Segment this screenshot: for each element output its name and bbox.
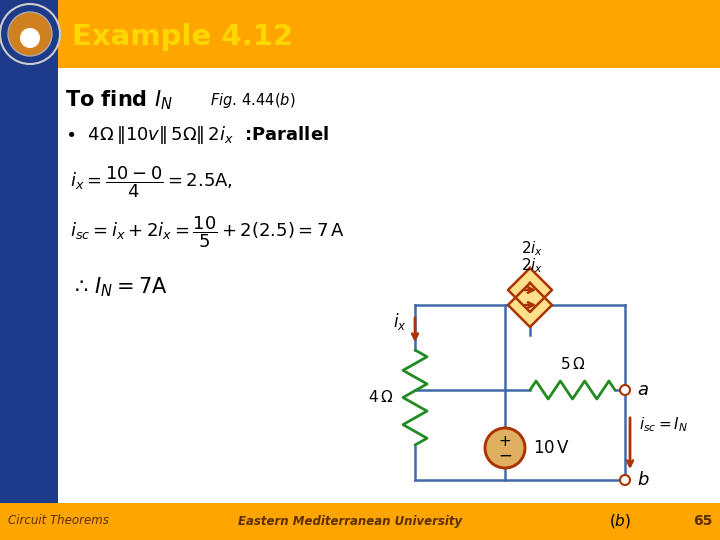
Text: $(b)$: $(b)$	[609, 512, 631, 530]
FancyBboxPatch shape	[0, 503, 720, 540]
Circle shape	[0, 4, 60, 64]
Circle shape	[8, 12, 52, 56]
Text: $\therefore\, I_N = 7\mathrm{A}$: $\therefore\, I_N = 7\mathrm{A}$	[70, 275, 168, 299]
Circle shape	[620, 475, 630, 485]
Text: $b$: $b$	[637, 471, 649, 489]
Text: $-$: $-$	[498, 446, 512, 464]
Text: 65: 65	[693, 514, 712, 528]
Text: $2i_x$: $2i_x$	[521, 256, 543, 275]
Text: $i_{sc} = i_x + 2i_x = \dfrac{10}{5} + 2(2.5) = 7\,\mathrm{A}$: $i_{sc} = i_x + 2i_x = \dfrac{10}{5} + 2…	[70, 214, 345, 250]
Text: $i_{sc} = I_N$: $i_{sc} = I_N$	[639, 416, 688, 434]
FancyBboxPatch shape	[0, 68, 58, 503]
FancyBboxPatch shape	[58, 68, 720, 503]
Text: $i_x$: $i_x$	[393, 312, 407, 333]
Text: $2i_x$: $2i_x$	[521, 239, 543, 258]
Text: $Fig.\,4.44(b)$: $Fig.\,4.44(b)$	[210, 91, 296, 110]
Text: $a$: $a$	[637, 381, 649, 399]
Text: To find $I_N$: To find $I_N$	[65, 88, 173, 112]
Text: Example 4.12: Example 4.12	[72, 23, 293, 51]
Text: $10\,\mathrm{V}$: $10\,\mathrm{V}$	[533, 439, 570, 457]
Text: $+$: $+$	[498, 435, 512, 449]
Text: Circuit Theorems: Circuit Theorems	[8, 515, 109, 528]
Circle shape	[20, 28, 40, 48]
Circle shape	[620, 385, 630, 395]
Circle shape	[485, 428, 525, 468]
Text: Eastern Mediterranean University: Eastern Mediterranean University	[238, 515, 462, 528]
Text: $i_x = \dfrac{10-0}{4} = 2.5\mathrm{A},$: $i_x = \dfrac{10-0}{4} = 2.5\mathrm{A},$	[70, 164, 233, 200]
Text: $4\,\Omega$: $4\,\Omega$	[368, 389, 393, 406]
Text: $\bullet\ \ 4\Omega\,\|10v\|\,5\Omega\|\,2i_x\ $ :Parallel: $\bullet\ \ 4\Omega\,\|10v\|\,5\Omega\|\…	[65, 124, 329, 146]
Text: $5\,\Omega$: $5\,\Omega$	[560, 356, 585, 372]
Polygon shape	[508, 283, 552, 327]
Polygon shape	[508, 268, 552, 312]
FancyBboxPatch shape	[0, 0, 720, 68]
FancyBboxPatch shape	[0, 0, 58, 68]
